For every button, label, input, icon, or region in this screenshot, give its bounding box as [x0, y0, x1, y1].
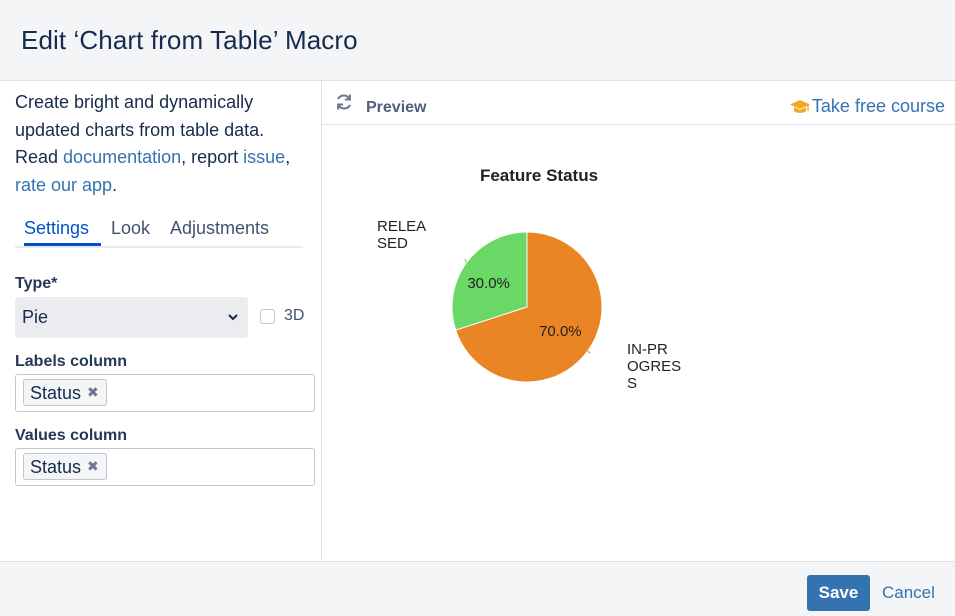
rate-app-link[interactable]: rate our app	[15, 174, 113, 195]
graduation-cap-icon	[789, 99, 810, 113]
preview-panel: Preview Take free course Feature Status …	[322, 81, 955, 561]
labels-column-input[interactable]: Status ✖	[15, 374, 315, 412]
intro-comma: ,	[285, 147, 291, 167]
dialog-footer: Save Cancel	[0, 561, 955, 616]
threed-checkbox[interactable]	[260, 308, 275, 324]
take-free-course-link[interactable]: Take free course	[789, 96, 945, 117]
pie-percent-label: 70.0%	[539, 323, 582, 340]
pie-slice-released	[451, 231, 528, 331]
refresh-icon[interactable]	[334, 92, 354, 112]
remove-tag-icon[interactable]: ✖	[87, 384, 99, 400]
threed-option: 3D	[260, 307, 304, 325]
remove-tag-icon[interactable]: ✖	[87, 458, 99, 474]
tab-look[interactable]: Look	[111, 218, 151, 238]
preview-label: Preview	[366, 99, 427, 116]
pie-leader-line	[464, 258, 467, 264]
labels-column-tag: Status ✖	[23, 379, 107, 406]
cancel-button[interactable]: Cancel	[882, 583, 935, 602]
issue-link[interactable]: issue	[243, 147, 286, 167]
tab-settings[interactable]: Settings	[24, 218, 90, 238]
values-column-tag: Status ✖	[23, 453, 107, 480]
settings-tabs: Settings Look Adjustments	[15, 216, 303, 248]
pie-slices: 30.0% RELEA SED 70.0% IN-PR OGRES S	[377, 218, 681, 392]
take-free-course-label: Take free course	[811, 96, 945, 116]
intro-read-text: Read	[15, 147, 64, 167]
intro-description: Create bright and dynamically updated ch…	[15, 92, 265, 140]
tab-adjustments[interactable]: Adjustments	[170, 218, 270, 238]
dialog-header: Edit ‘Chart from Table’ Macro	[0, 0, 955, 81]
type-label: Type*	[15, 275, 58, 292]
values-column-tag-text: Status	[30, 457, 82, 477]
documentation-link[interactable]: documentation	[63, 147, 182, 167]
settings-panel: Create bright and dynamically updated ch…	[0, 81, 322, 561]
intro-text: Create bright and dynamically updated ch…	[15, 89, 315, 199]
intro-report-text: , report	[181, 147, 244, 167]
pie-category-label: IN-PR OGRES S	[627, 341, 681, 392]
pie-category-label: RELEA SED	[377, 218, 426, 252]
chevron-down-icon	[228, 314, 238, 321]
values-column-input[interactable]: Status ✖	[15, 448, 315, 486]
type-select[interactable]: Pie	[15, 297, 248, 338]
values-column-label: Values column	[15, 427, 128, 444]
labels-column-tag-text: Status	[30, 383, 82, 403]
pie-chart: Feature Status 30.0% RELEA SED 70.0% IN-PR OG…	[377, 166, 681, 392]
labels-column-label: Labels column	[15, 353, 128, 370]
active-tab-indicator	[24, 243, 101, 246]
save-button[interactable]: Save	[807, 575, 870, 611]
pie-leader-line	[587, 350, 591, 354]
type-select-value: Pie	[22, 307, 49, 327]
pie-percent-label: 30.0%	[467, 275, 510, 292]
intro-period: .	[112, 174, 118, 195]
preview-toolbar: Preview Take free course	[322, 81, 955, 125]
chart-title: Feature Status	[480, 166, 598, 185]
threed-label: 3D	[284, 307, 305, 324]
dialog-title: Edit ‘Chart from Table’ Macro	[21, 25, 358, 55]
